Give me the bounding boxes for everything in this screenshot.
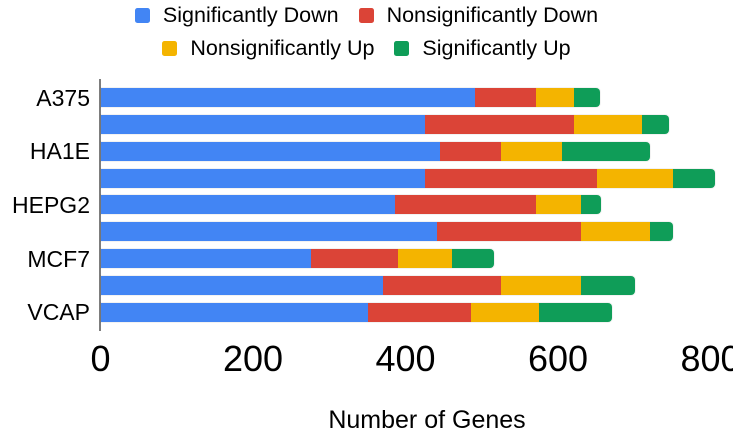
bar-a375-1 xyxy=(101,88,601,107)
bar-segment xyxy=(672,168,715,188)
bar-segment xyxy=(474,88,536,107)
bar-ha1e-2 xyxy=(101,168,715,188)
x-tick-label: 0 xyxy=(90,338,111,379)
bar-segment xyxy=(596,168,673,188)
bar-segment xyxy=(649,222,673,242)
bar-segment xyxy=(535,88,574,107)
bar-segment xyxy=(101,141,441,161)
x-tick-label: 800 xyxy=(680,338,733,379)
legend-item: Nonsignificantly Up xyxy=(162,36,374,60)
bar-segment xyxy=(581,222,650,242)
bar-ha1e-1 xyxy=(101,141,650,161)
bar-segment xyxy=(535,195,582,215)
bar-segment xyxy=(573,88,601,107)
category-label: MCF7 xyxy=(27,245,90,272)
bar-segment xyxy=(394,195,536,215)
bar-hepg2-1 xyxy=(101,195,601,215)
bar-segment xyxy=(367,302,471,322)
bar-segment xyxy=(581,195,601,215)
bar-segment xyxy=(562,141,650,161)
bar-mcf7-2 xyxy=(101,276,635,295)
bar-segment xyxy=(581,276,635,295)
bar-segment xyxy=(501,141,563,161)
legend-item: Significantly Up xyxy=(394,36,571,60)
chart-legend-row: Significantly Down Nonsignificantly Down xyxy=(0,3,733,27)
bar-segment xyxy=(501,276,582,295)
x-tick-label: 400 xyxy=(375,338,436,379)
bar-vcap-1 xyxy=(101,302,612,322)
x-tick-label: 600 xyxy=(527,338,589,379)
category-label: A375 xyxy=(36,84,90,111)
bar-segment xyxy=(470,302,540,322)
bar-a375-2 xyxy=(101,114,670,134)
bar-segment xyxy=(101,222,437,242)
bar-segment xyxy=(398,249,452,269)
x-axis-title: Number of Genes xyxy=(328,406,526,434)
bar-segment xyxy=(101,249,311,269)
legend-swatch-icon xyxy=(358,7,374,23)
chart-legend-row: Nonsignificantly Up Significantly Up xyxy=(0,36,733,60)
legend-label: Nonsignificantly Down xyxy=(386,3,599,27)
bar-segment xyxy=(436,222,582,242)
bar-segment xyxy=(101,168,426,188)
bar-segment xyxy=(451,249,494,269)
legend-item: Significantly Down xyxy=(134,3,339,27)
legend-swatch-icon xyxy=(162,40,178,56)
bar-segment xyxy=(101,276,384,295)
legend-swatch-icon xyxy=(134,7,150,23)
category-label: VCAP xyxy=(27,299,90,326)
bar-segment xyxy=(642,114,670,134)
category-label: HEPG2 xyxy=(12,191,90,218)
bar-segment xyxy=(539,302,612,322)
legend-item: Nonsignificantly Down xyxy=(358,3,599,27)
bar-segment xyxy=(101,114,426,134)
legend-label: Nonsignificantly Up xyxy=(190,36,375,60)
bar-segment xyxy=(425,114,574,134)
y-axis-line xyxy=(99,79,101,331)
bar-segment xyxy=(101,302,368,322)
bar-segment xyxy=(573,114,643,134)
bar-segment xyxy=(310,249,399,269)
legend-label: Significantly Up xyxy=(422,36,571,60)
bar-segment xyxy=(383,276,502,295)
bar-hepg2-2 xyxy=(101,222,673,242)
bar-segment xyxy=(101,195,395,215)
legend-swatch-icon xyxy=(394,40,410,56)
bar-segment xyxy=(440,141,502,161)
bar-segment xyxy=(101,88,475,107)
category-label: HA1E xyxy=(29,138,90,165)
bar-segment xyxy=(425,168,597,188)
x-tick-label: 200 xyxy=(222,338,284,379)
legend-label: Significantly Down xyxy=(162,3,339,27)
bar-mcf7-1 xyxy=(101,249,494,269)
